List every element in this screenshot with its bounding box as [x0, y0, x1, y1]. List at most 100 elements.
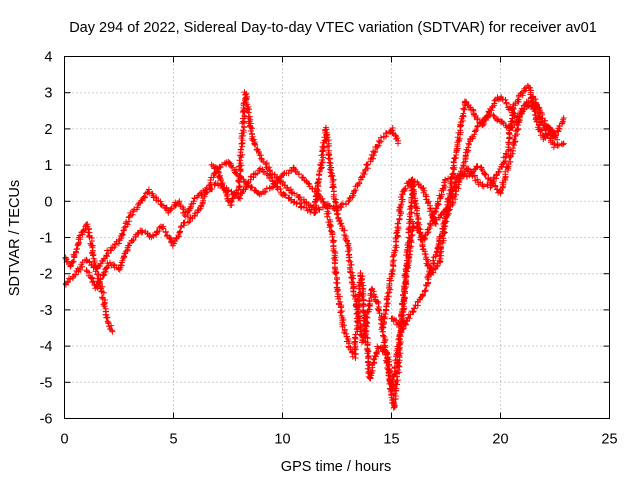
data-point-marker	[392, 191, 406, 249]
data-point-marker	[554, 136, 561, 143]
y-tick-label: -3	[40, 303, 53, 319]
data-point-marker	[432, 177, 449, 215]
data-point-marker	[560, 140, 567, 147]
data-point-marker	[175, 198, 189, 218]
data-point-marker	[289, 189, 307, 204]
data-point-marker	[436, 199, 452, 266]
data-point-marker	[345, 338, 356, 360]
data-point-marker	[109, 328, 116, 335]
data-point-marker	[279, 167, 295, 179]
data-point-marker	[97, 283, 111, 321]
data-point-marker	[419, 242, 434, 277]
y-tick-label: 4	[44, 50, 52, 66]
y-tick-label: -1	[40, 231, 53, 247]
data-point-marker	[208, 161, 224, 181]
y-tick-label: 1	[44, 158, 52, 174]
data-point-marker	[326, 162, 341, 217]
x-tick-label: 10	[274, 432, 290, 448]
data-point-marker	[461, 98, 477, 117]
y-axis-label: SDTVAR / TECUs	[7, 180, 23, 296]
plot-frame	[64, 56, 610, 419]
data-point-marker	[138, 189, 152, 204]
y-tick-label: 0	[44, 194, 52, 210]
data-point-marker	[323, 201, 336, 238]
data-point-marker	[474, 163, 492, 182]
x-tick-label: 25	[601, 432, 617, 448]
x-axis-label: GPS time / hours	[281, 459, 391, 475]
data-point-marker	[444, 145, 460, 203]
data-point-marker	[356, 161, 371, 187]
data-point-marker	[202, 180, 219, 196]
data-point-marker	[86, 234, 99, 270]
data-point-marker	[127, 199, 144, 219]
data-point-marker	[248, 133, 264, 159]
data-point-marker	[191, 191, 208, 220]
x-tick-label: 5	[169, 432, 177, 448]
data-point-marker	[399, 177, 415, 198]
grid-lines	[64, 56, 610, 419]
data-point-marker	[454, 99, 469, 152]
data-point-marker	[104, 238, 122, 254]
data-point-marker	[377, 127, 395, 145]
y-tick-labels: -6 -5 -4 -3 -2 -1 0 1 2 3 4	[40, 50, 53, 428]
data-point-marker	[227, 184, 242, 209]
data-point-marker	[257, 165, 275, 182]
x-tick-label: 0	[60, 432, 68, 448]
x-tick-label: 20	[492, 432, 508, 448]
data-point-marker	[126, 227, 144, 249]
y-tick-label: -2	[40, 267, 53, 283]
data-point-marker	[269, 177, 285, 197]
y-tick-label: 3	[44, 86, 52, 102]
data-point-marker	[560, 115, 567, 122]
data-point-marker	[551, 116, 567, 140]
data-point-marker	[247, 167, 263, 183]
data-point-marker	[542, 126, 558, 148]
data-point-marker	[258, 155, 273, 175]
data-point-marker	[116, 213, 133, 244]
data-point-marker	[388, 315, 404, 331]
data-point-marker	[83, 257, 100, 271]
data-point-marker	[333, 280, 347, 329]
data-point-marker	[530, 100, 547, 131]
data-point-marker	[514, 118, 521, 125]
data-point-marker	[345, 181, 361, 205]
x-tick-labels: 0 5 10 15 20 25	[60, 432, 617, 448]
data-point-marker	[497, 94, 511, 111]
chart-title: Day 294 of 2022, Sidereal Day-to-day VTE…	[69, 20, 597, 36]
data-point-marker	[410, 291, 426, 315]
data-point-marker	[428, 260, 441, 278]
data-point-marker	[340, 227, 352, 247]
data-point-marker	[452, 146, 472, 195]
data-point-marker	[506, 103, 520, 125]
data-point-marker	[390, 369, 401, 411]
data-point-marker	[334, 211, 346, 232]
data-point-marker	[407, 177, 426, 248]
data-point-marker	[383, 357, 398, 409]
data-point-marker	[519, 102, 535, 115]
data-point-marker	[379, 286, 394, 331]
data-point-marker	[155, 197, 172, 216]
x-tick-label: 15	[383, 432, 399, 448]
y-tick-label: 2	[44, 122, 52, 138]
data-point-marker	[479, 105, 495, 129]
data-point-marker	[67, 242, 81, 270]
data-point-marker	[386, 244, 400, 291]
data-point-marker	[93, 262, 112, 291]
data-point-marker	[301, 177, 319, 192]
data-point-marker	[311, 126, 330, 213]
data-point-marker	[148, 223, 164, 241]
y-tick-label: -4	[40, 339, 53, 355]
data-point-marker	[279, 190, 295, 204]
data-point-marker	[290, 164, 307, 181]
data-point-marker	[368, 286, 382, 314]
data-point-marker	[322, 124, 334, 167]
data-point-marker	[301, 198, 317, 211]
data-point-marker	[217, 175, 234, 206]
data-point-marker	[241, 89, 256, 138]
data-point-marker	[366, 345, 382, 382]
data-point-marker	[329, 233, 341, 286]
data-point-marker	[182, 195, 198, 220]
y-tick-label: -5	[40, 375, 53, 391]
data-point-marker	[367, 138, 383, 165]
